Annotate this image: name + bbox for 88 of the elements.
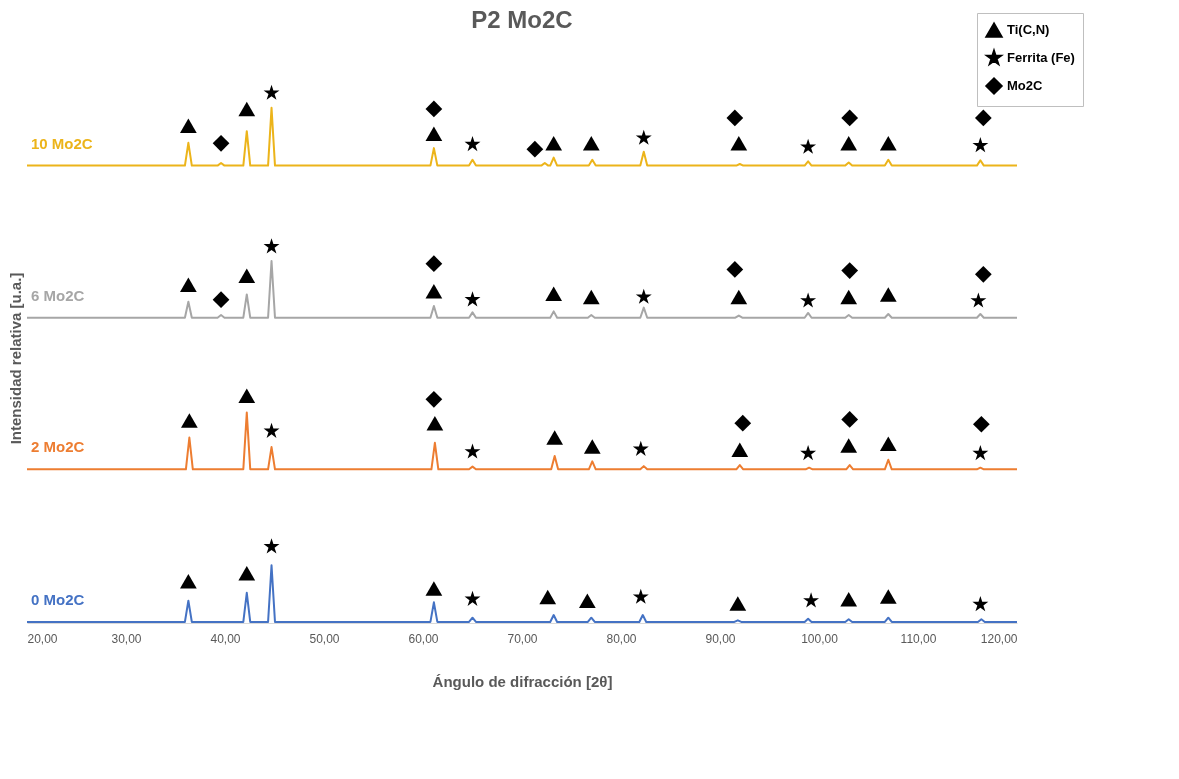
point — [729, 596, 747, 611]
x-tick-label: 20,00 — [27, 631, 58, 646]
point — [840, 438, 858, 453]
point — [726, 261, 744, 278]
point — [263, 84, 280, 100]
point — [263, 238, 280, 254]
point — [425, 283, 443, 299]
point — [238, 101, 256, 117]
x-tick-label: 30,00 — [111, 631, 142, 646]
point — [546, 430, 564, 445]
point — [464, 136, 481, 152]
point — [583, 439, 601, 454]
point — [972, 137, 989, 153]
point — [731, 442, 749, 457]
point — [238, 388, 256, 403]
point — [800, 445, 817, 461]
x-tick-label: 70,00 — [507, 631, 538, 646]
point — [726, 109, 744, 127]
point — [734, 414, 752, 432]
point — [582, 289, 600, 305]
x-tick-label: 50,00 — [309, 631, 340, 646]
point — [545, 136, 563, 151]
point — [582, 136, 600, 151]
point — [180, 413, 198, 428]
point — [635, 129, 652, 145]
legend-label: Ferrita (Fe) — [1007, 50, 1075, 65]
point — [464, 291, 481, 307]
point — [974, 265, 992, 283]
point — [841, 411, 859, 428]
point — [970, 292, 987, 308]
point — [840, 591, 858, 607]
point — [180, 118, 197, 134]
series-label: 10 Mo2C — [31, 134, 93, 152]
point — [841, 262, 859, 279]
point — [425, 581, 443, 596]
point — [545, 286, 563, 302]
point — [539, 589, 557, 605]
point — [425, 126, 443, 142]
point — [730, 136, 748, 151]
point — [425, 100, 443, 118]
point — [180, 277, 197, 293]
point — [425, 255, 443, 273]
point — [212, 134, 230, 152]
point — [972, 415, 990, 433]
series-label: 0 Mo2C — [31, 590, 85, 608]
point — [800, 292, 817, 308]
legend-label: Ti(C,N) — [1007, 22, 1050, 37]
point — [841, 109, 859, 127]
point — [526, 140, 544, 158]
series-label: 6 Mo2C — [31, 286, 85, 304]
x-tick-label: 120,00 — [980, 631, 1018, 646]
point — [578, 593, 596, 608]
series-label: 2 Mo2C — [31, 438, 85, 456]
point — [635, 288, 652, 304]
x-axis-title: Ángulo de difracción [2θ] — [432, 672, 613, 690]
point — [803, 592, 820, 608]
point — [879, 436, 897, 452]
point — [879, 589, 897, 604]
point — [263, 422, 280, 438]
point — [238, 268, 256, 284]
x-tick-label: 90,00 — [705, 631, 736, 646]
point — [238, 565, 256, 581]
point — [972, 596, 989, 612]
point — [425, 390, 443, 408]
x-tick-label: 40,00 — [210, 631, 241, 646]
chart-title: P2 Mo2C — [471, 5, 573, 33]
point — [840, 289, 858, 305]
point — [800, 138, 817, 154]
point — [972, 445, 989, 461]
point — [879, 287, 897, 302]
point — [464, 590, 481, 606]
point — [632, 440, 649, 456]
legend-label: Mo2C — [1007, 78, 1043, 93]
y-axis-title: Intensidad relativa [u.a.] — [6, 272, 24, 445]
point — [464, 443, 481, 459]
x-tick-label: 60,00 — [408, 631, 439, 646]
point — [840, 136, 858, 151]
point — [212, 291, 230, 309]
point — [426, 415, 444, 431]
point — [730, 289, 748, 305]
point — [632, 588, 649, 604]
point — [180, 573, 197, 589]
point — [263, 538, 280, 554]
x-tick-label: 110,00 — [900, 631, 937, 646]
point — [974, 109, 992, 127]
x-tick-label: 80,00 — [606, 631, 637, 646]
point — [879, 136, 897, 151]
x-tick-label: 100,00 — [801, 631, 839, 646]
